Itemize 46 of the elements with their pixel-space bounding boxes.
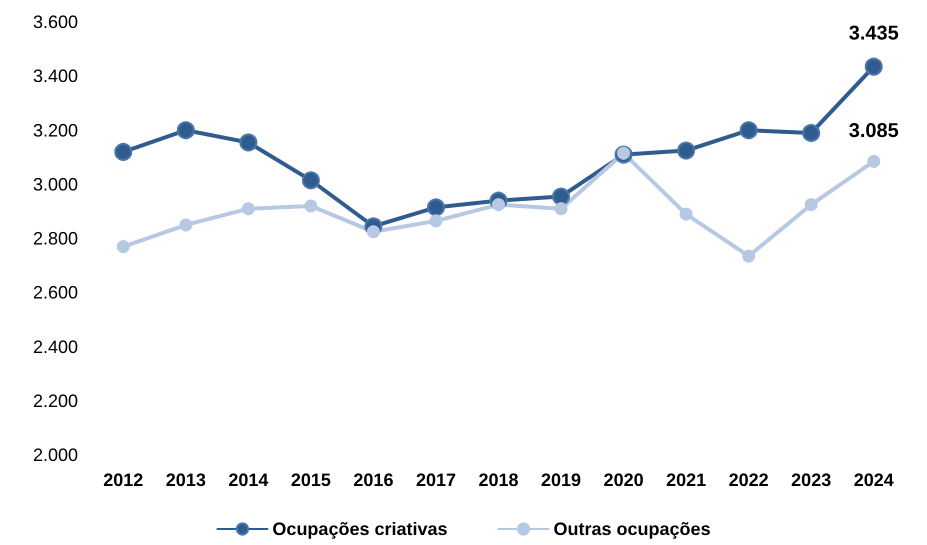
y-tick-label: 2.400: [32, 336, 78, 357]
x-tick-label: 2013: [166, 470, 206, 490]
point: [552, 188, 570, 206]
y-tick-label: 3.200: [32, 120, 78, 140]
point: [742, 250, 756, 263]
point: [242, 202, 255, 216]
y-tick-label: 2.600: [32, 282, 78, 303]
x-tick-label: 2022: [728, 470, 769, 490]
point: [867, 154, 880, 168]
point: [864, 58, 883, 76]
point: [179, 218, 192, 232]
point: [426, 198, 445, 216]
legend-label: Outras ocupações: [554, 519, 711, 539]
x-tick-label: 2019: [541, 470, 582, 490]
data-label: 3.435: [848, 22, 899, 45]
point: [804, 198, 818, 212]
point: [304, 200, 318, 213]
x-tick-label: 2012: [103, 470, 144, 490]
x-tick-label: 2017: [416, 470, 456, 490]
y-tick-label: 2.000: [32, 445, 78, 465]
point: [429, 214, 442, 228]
y-tick-label: 3.000: [32, 174, 78, 194]
legend-label: Ocupações criativas: [272, 519, 448, 539]
y-tick-label: 2.800: [32, 228, 78, 248]
x-tick-label: 2020: [604, 470, 644, 490]
x-tick-label: 2024: [854, 470, 894, 490]
point: [116, 240, 130, 254]
point: [302, 171, 320, 190]
y-tick-label: 2.200: [32, 390, 78, 411]
point: [677, 142, 696, 160]
x-tick-label: 2021: [666, 470, 706, 490]
x-tick-label: 2018: [478, 470, 519, 490]
point: [114, 142, 132, 161]
x-tick-label: 2016: [353, 470, 394, 490]
point: [680, 208, 693, 221]
y-tick-label: 3.600: [32, 12, 78, 32]
data-label: 3.085: [848, 120, 899, 142]
point: [176, 121, 195, 140]
x-tick-label: 2015: [290, 470, 331, 490]
x-tick-label: 2023: [791, 470, 832, 490]
point: [740, 121, 758, 140]
y-tick-label: 3.400: [32, 66, 78, 86]
point: [554, 202, 568, 216]
point: [802, 124, 820, 142]
point: [239, 133, 258, 152]
x-tick-label: 2014: [228, 470, 268, 490]
